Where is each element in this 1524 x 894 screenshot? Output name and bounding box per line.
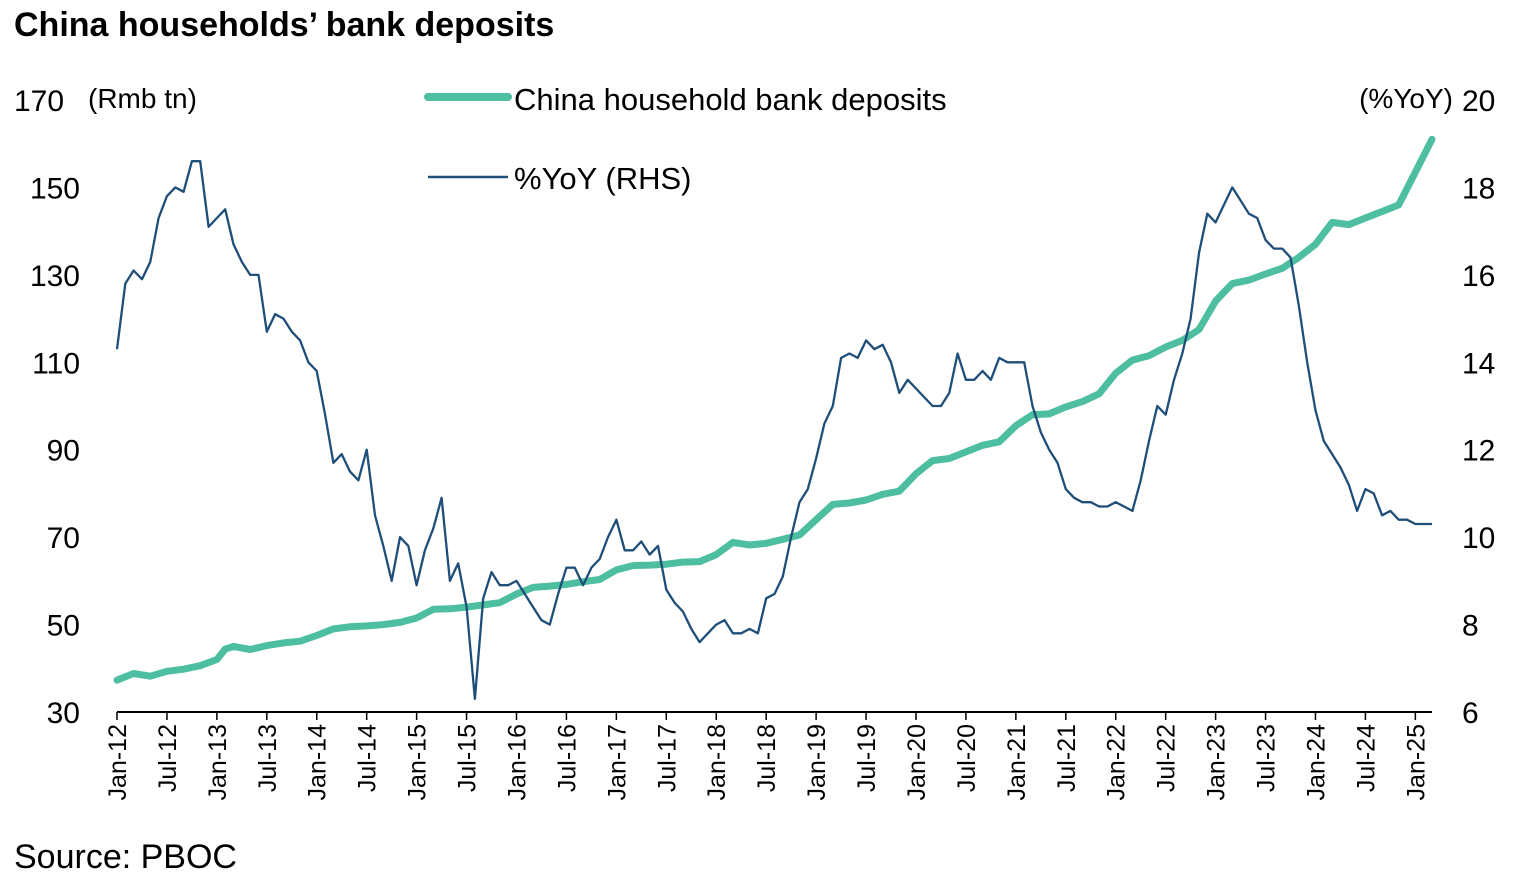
- x-tick-label: Jul-15: [454, 724, 482, 792]
- x-tick-label: Jan-23: [1203, 724, 1231, 800]
- y-right-tick-label: 6: [1462, 697, 1479, 730]
- x-axis: Jan-12 Jul-12 Jan-13 Jul-13 Jan-14 Jul-14 Jan-…: [104, 711, 1432, 801]
- x-tick-label: Jul-16: [553, 724, 581, 792]
- x-tick-label: Jan-17: [603, 724, 631, 800]
- x-tick-label: Jul-12: [154, 724, 182, 792]
- chart-title: China households’ bank deposits: [14, 6, 555, 44]
- y-left-tick-label: 110: [32, 347, 80, 380]
- x-tick-label: Jan-16: [503, 724, 531, 800]
- series-line-yoy: [115, 160, 1432, 701]
- x-tick-label: Jan-18: [703, 724, 731, 800]
- series-line-deposits: [113, 135, 1436, 684]
- x-tick-label: Jul-18: [753, 724, 781, 792]
- y-left-tick-label: 170: [14, 85, 64, 118]
- x-tick-label: Jul-23: [1253, 724, 1281, 792]
- x-tick-label: Jan-20: [903, 724, 931, 800]
- x-tick-label: Jan-24: [1302, 724, 1330, 801]
- x-tick-label: Jan-14: [304, 724, 332, 801]
- y-left-tick-label: 90: [47, 435, 80, 468]
- x-tick-label: Jul-13: [254, 724, 282, 792]
- y-left-tick-label: 130: [30, 260, 80, 293]
- x-tick-label: Jan-19: [803, 724, 831, 800]
- right-axis-unit: (%YoY): [1359, 83, 1453, 114]
- y-axis-left: 30 50 70 90 110 130 150 170: [14, 85, 80, 730]
- y-axis-right: 6 8 10 12 14 16 18 20: [1462, 85, 1495, 730]
- legend-label-deposits: China household bank deposits: [514, 82, 947, 117]
- x-tick-label: Jul-21: [1053, 724, 1081, 792]
- left-axis-unit: (Rmb tn): [88, 83, 197, 114]
- source-note: Source: PBOC: [14, 838, 237, 876]
- y-right-tick-label: 18: [1462, 172, 1495, 205]
- y-left-tick-label: 70: [47, 522, 80, 555]
- x-tick-label: Jan-25: [1402, 724, 1430, 800]
- x-tick-label: Jul-19: [853, 724, 881, 792]
- y-left-tick-label: 30: [47, 697, 80, 730]
- y-right-tick-label: 8: [1462, 610, 1479, 643]
- plot-area: [113, 135, 1436, 701]
- x-tick-label: Jan-15: [404, 724, 432, 800]
- legend: China household bank deposits %YoY (RHS): [424, 82, 947, 196]
- y-right-tick-label: 20: [1462, 85, 1495, 118]
- x-tick-label: Jul-17: [653, 724, 681, 792]
- legend-label-yoy: %YoY (RHS): [514, 161, 691, 196]
- x-tick-label: Jan-22: [1103, 724, 1131, 800]
- y-right-tick-label: 16: [1462, 260, 1495, 293]
- y-right-tick-label: 14: [1462, 347, 1495, 380]
- x-tick-label: Jan-13: [204, 724, 232, 800]
- y-right-tick-label: 12: [1462, 435, 1495, 468]
- x-tick-label: Jul-14: [354, 724, 382, 792]
- y-right-tick-label: 10: [1462, 522, 1495, 555]
- x-tick-label: Jul-24: [1352, 724, 1380, 792]
- y-left-tick-label: 150: [30, 172, 80, 205]
- x-tick-label: Jan-12: [104, 724, 132, 800]
- x-tick-label: Jul-22: [1153, 724, 1181, 792]
- x-tick-label: Jul-20: [953, 724, 981, 792]
- y-left-tick-label: 50: [47, 610, 80, 643]
- x-tick-label: Jan-21: [1003, 724, 1031, 800]
